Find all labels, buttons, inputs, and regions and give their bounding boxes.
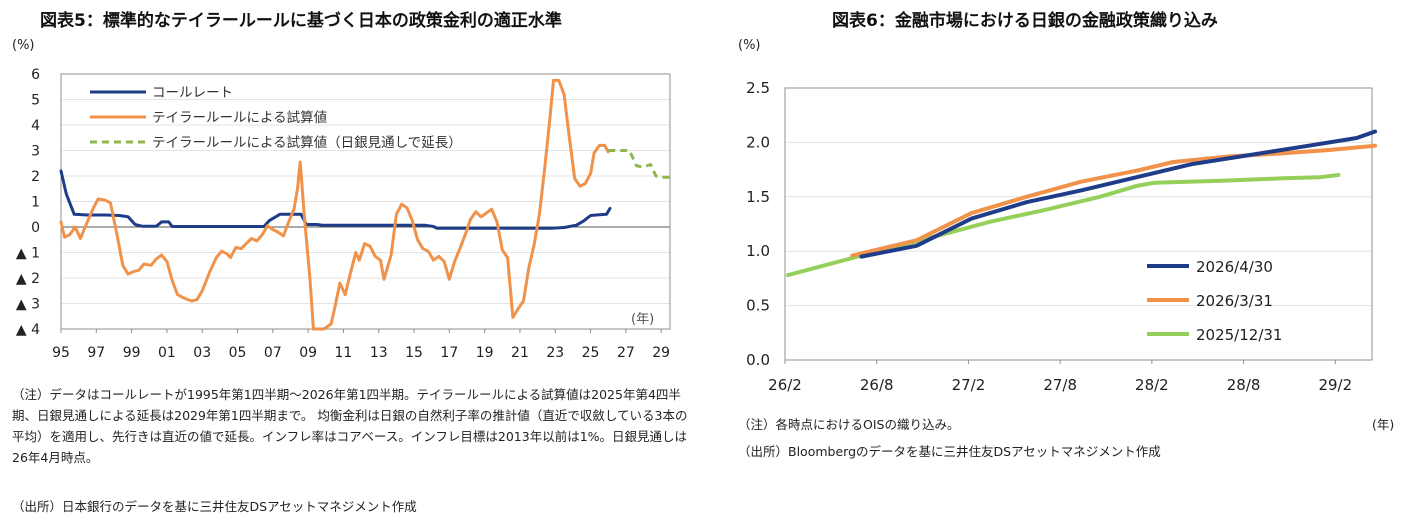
left-y-tick-label: ▲ 4	[16, 322, 40, 338]
right-y-tick-label: 2.5	[746, 79, 770, 97]
left-x-tick-label: 95	[52, 345, 70, 361]
left-x-tick-label: 97	[87, 345, 105, 361]
left-legend-label: テイラールールによる試算値（日銀見通しで延長）	[152, 135, 462, 151]
left-x-tick-label: 05	[229, 345, 247, 361]
right-y-tick-label: 1.0	[746, 242, 770, 260]
left-chart-title: 図表5：標準的なテイラールールに基づく日本の政策金利の適正水準	[40, 11, 562, 31]
right-x-tick-label: 29/2	[1318, 376, 1352, 394]
right-series-group	[786, 129, 1378, 278]
left-notes: （注）データはコールレートが1995年第1四半期～2026年第1四半期。テイラー…	[12, 387, 688, 465]
right-y-tick-label: 0.5	[746, 297, 770, 315]
left-y-tick-label: 4	[31, 118, 40, 134]
right-gridlines	[785, 141, 1372, 307]
right-x-tick-label: 28/2	[1135, 376, 1169, 394]
left-x-tick-label: 23	[546, 345, 564, 361]
right-y-tick-label: 1.5	[746, 188, 770, 206]
left-x-tick-label: 07	[264, 345, 282, 361]
left-legend-label: コールレート	[152, 85, 233, 101]
right-y-tick-label: 0.0	[746, 351, 770, 369]
right-year-unit: (年)	[1372, 417, 1395, 432]
left-y-tick-label: ▲ 1	[16, 246, 40, 262]
left-x-tick-label: 13	[370, 345, 388, 361]
right-chart: 0.00.51.01.52.02.5 26/2 26/8 27/2 27/8 28/2 2…	[746, 79, 1378, 394]
right-legend-label: 2026/4/30	[1196, 258, 1273, 276]
left-y-tick-label: ▲ 2	[16, 271, 40, 287]
left-y-axis: 6 5 4 3 2 1 0 ▲ 1 ▲ 2 ▲ 3 ▲ 4	[16, 67, 40, 338]
left-y-tick-label: 2	[31, 169, 40, 185]
left-series-group	[59, 78, 670, 331]
right-x-tick-label: 26/2	[768, 376, 802, 394]
left-source: （出所）日本銀行のデータを基に三井住友DSアセットマネジメント作成	[12, 499, 417, 514]
ois-2026-03-31-line	[850, 143, 1378, 258]
right-plot-frame	[784, 87, 1373, 361]
left-x-tick-label: 15	[405, 345, 423, 361]
call-rate-line	[59, 169, 612, 230]
left-legend-label: テイラールールによる試算値	[152, 110, 327, 126]
left-y-tick-label: 1	[31, 195, 40, 211]
left-x-tick-label: 29	[652, 345, 670, 361]
left-x-tick-label: 99	[123, 345, 141, 361]
right-x-axis: 26/2 26/8 27/2 27/8 28/2 28/8 29/2	[768, 360, 1352, 394]
ois-2026-04-30-line	[859, 129, 1378, 259]
left-y-unit: (%)	[12, 38, 35, 53]
right-source: （出所）Bloombergのデータを基に三井住友DSアセットマネジメント作成	[738, 444, 1161, 459]
right-notes: （注）各時点におけるOISの織り込み。	[738, 417, 960, 432]
left-plot-frame	[60, 73, 671, 330]
left-y-tick-label: 5	[31, 93, 40, 109]
left-legend: コールレートテイラールールによる試算値テイラールールによる試算値（日銀見通しで延…	[90, 85, 462, 151]
right-legend-label: 2026/3/31	[1196, 292, 1273, 310]
left-x-tick-label: 11	[335, 345, 353, 361]
right-x-tick-label: 27/8	[1043, 376, 1077, 394]
left-x-tick-label: 21	[511, 345, 529, 361]
right-legend: 2026/4/30 2026/3/31 2025/12/31	[1147, 258, 1282, 344]
right-y-axis: 0.0 0.5 1.0 1.5 2.0 2.5	[746, 79, 770, 369]
left-x-tick-label: 17	[440, 345, 458, 361]
right-legend-label: 2025/12/31	[1196, 326, 1282, 344]
left-y-tick-label: 6	[31, 67, 40, 83]
left-x-tick-label: 03	[193, 345, 211, 361]
left-y-tick-label: ▲ 3	[16, 297, 40, 313]
left-x-axis: 95 97 99 01 03 05 07 09 11 13 15 17 19 21 23 25 27 29	[52, 329, 670, 361]
left-y-tick-label: 0	[31, 220, 40, 236]
left-x-tick-label: 09	[299, 345, 317, 361]
left-x-tick-label: 27	[617, 345, 635, 361]
taylor-rule-extension-line	[608, 149, 670, 179]
right-y-tick-label: 2.0	[746, 133, 770, 151]
right-x-tick-label: 28/8	[1227, 376, 1261, 394]
left-x-unit: (年)	[631, 312, 654, 327]
left-x-tick-label: 01	[158, 345, 176, 361]
left-x-tick-label: 19	[476, 345, 494, 361]
right-x-tick-label: 26/8	[860, 376, 894, 394]
right-chart-title: 図表6：金融市場における日銀の金融政策織り込み	[832, 11, 1218, 31]
left-y-tick-label: 3	[31, 144, 40, 160]
right-x-tick-label: 27/2	[952, 376, 986, 394]
left-x-tick-label: 25	[582, 345, 600, 361]
taylor-rule-line	[59, 78, 610, 331]
right-y-unit: (%)	[738, 38, 761, 53]
